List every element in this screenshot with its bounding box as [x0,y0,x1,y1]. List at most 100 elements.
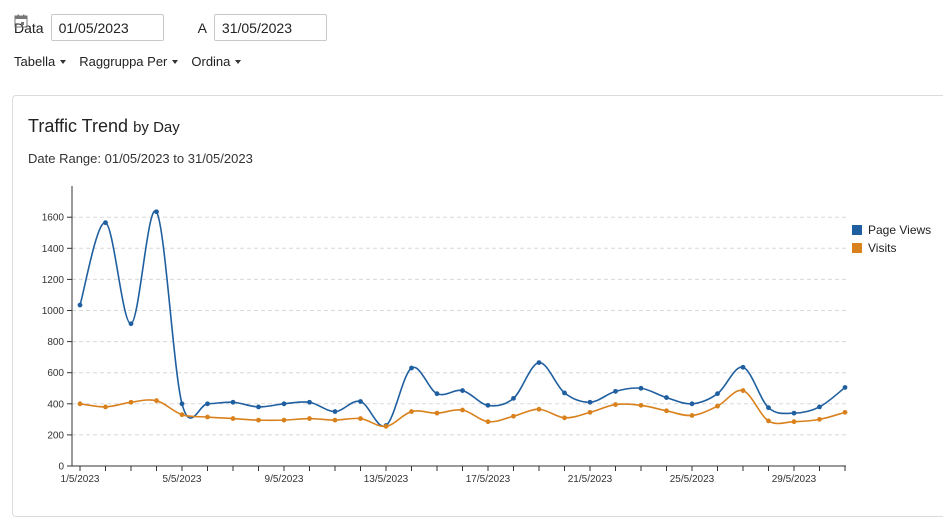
data-point-page-views [230,399,236,405]
data-point-visits [485,419,491,425]
data-point-page-views [817,404,822,410]
data-point-visits [536,406,542,412]
data-point-visits [791,419,797,425]
x-tick-label: 29/5/2023 [772,474,817,485]
x-tick-label: 5/5/2023 [163,474,202,485]
data-point-page-views [307,399,312,405]
data-point-visits [817,416,822,422]
data-point-visits [332,417,338,423]
sort-dropdown[interactable]: Ordina [191,54,242,69]
data-point-visits [205,414,210,420]
table-dropdown[interactable]: Tabella [14,54,67,69]
data-point-visits [689,413,695,418]
data-point-page-views [154,209,159,215]
legend-item-page-views[interactable]: Page Views [852,221,931,239]
data-point-visits [766,418,771,424]
y-tick-label: 1600 [42,213,65,224]
data-point-visits [409,409,414,414]
x-tick-label: 17/5/2023 [466,474,511,485]
data-point-visits [511,413,516,419]
caret-down-icon [172,59,179,64]
chart-title-suffix: by Day [133,119,180,136]
data-point-page-views [689,401,695,407]
data-point-page-views [256,404,261,410]
data-point-visits [562,415,567,421]
data-point-visits [715,403,720,409]
table-dropdown-label: Tabella [14,54,56,69]
date-range-subtitle: Date Range: 01/05/2023 to 31/05/2023 [28,151,253,166]
x-tick-label: 21/5/2023 [568,474,613,485]
data-point-page-views [791,410,797,416]
x-tick-label: 13/5/2023 [364,474,409,485]
chart-legend: Page Views Visits [852,221,931,257]
data-point-visits [383,423,389,429]
data-point-page-views [485,402,491,408]
calendar-icon[interactable] [14,14,347,32]
data-point-page-views [587,399,593,405]
data-point-visits [77,401,83,407]
to-label: A [197,19,207,36]
data-point-page-views [205,401,210,407]
data-point-page-views [562,390,567,396]
data-point-visits [434,410,440,416]
data-point-visits [230,416,236,421]
chart-panel: Traffic Trend by Day Date Range: 01/05/2… [12,95,943,517]
data-point-page-views [103,220,108,226]
caret-down-icon [60,59,67,64]
to-date-input[interactable] [213,14,327,41]
data-point-visits [740,388,746,393]
data-point-page-views [179,401,185,407]
data-point-page-views [409,365,414,371]
data-point-page-views [842,385,848,390]
data-point-visits [460,407,465,413]
data-point-page-views [664,395,669,400]
data-point-visits [256,417,261,423]
data-point-page-views [511,395,516,401]
data-point-visits [307,416,312,421]
x-tick-label: 1/5/2023 [61,474,100,485]
data-point-page-views [638,385,644,391]
legend-item-visits[interactable]: Visits [852,239,931,257]
data-point-visits [179,412,185,418]
data-point-page-views [281,401,287,407]
y-tick-label: 1200 [42,275,65,286]
data-point-page-views [434,391,440,397]
data-point-page-views [460,388,465,393]
data-point-visits [842,409,848,415]
data-point-visits [358,416,363,421]
y-tick-label: 1000 [42,306,65,317]
x-tick-label: 9/5/2023 [265,474,304,485]
legend-swatch-page-views [852,225,862,235]
data-point-visits [128,399,134,405]
data-point-visits [281,417,287,423]
data-point-page-views [715,391,720,397]
toolbar: Tabella Raggruppa Per Ordina [14,54,254,69]
group-by-dropdown-label: Raggruppa Per [79,54,168,69]
series-line-page-views [79,210,846,428]
chart-title-main: Traffic Trend [28,116,129,136]
data-point-visits [638,402,644,408]
data-point-page-views [766,405,771,411]
data-point-page-views [740,364,746,370]
chart-title: Traffic Trend by Day [28,116,180,137]
y-tick-label: 200 [47,430,64,441]
data-point-visits [613,402,618,407]
from-date-input[interactable] [50,14,164,41]
y-tick-label: 1400 [42,244,65,255]
date-filter-row: Data A [14,14,347,41]
group-by-dropdown[interactable]: Raggruppa Per [79,54,179,69]
data-point-visits [103,404,108,410]
data-point-page-views [77,302,83,308]
data-point-visits [587,409,593,415]
y-tick-label: 400 [47,399,64,410]
y-tick-label: 0 [58,462,64,473]
data-point-page-views [358,399,363,404]
traffic-trend-chart: 0 200 400 600 800 1000 1200 1400 1600 1/5/2023 5/5… [42,186,848,485]
data-point-visits [154,398,159,404]
y-tick-label: 800 [47,337,64,348]
legend-label-page-views: Page Views [868,223,932,237]
data-point-page-views [536,360,542,365]
legend-label-visits: Visits [868,241,897,255]
data-point-page-views [613,388,618,394]
data-point-page-views [128,321,134,327]
